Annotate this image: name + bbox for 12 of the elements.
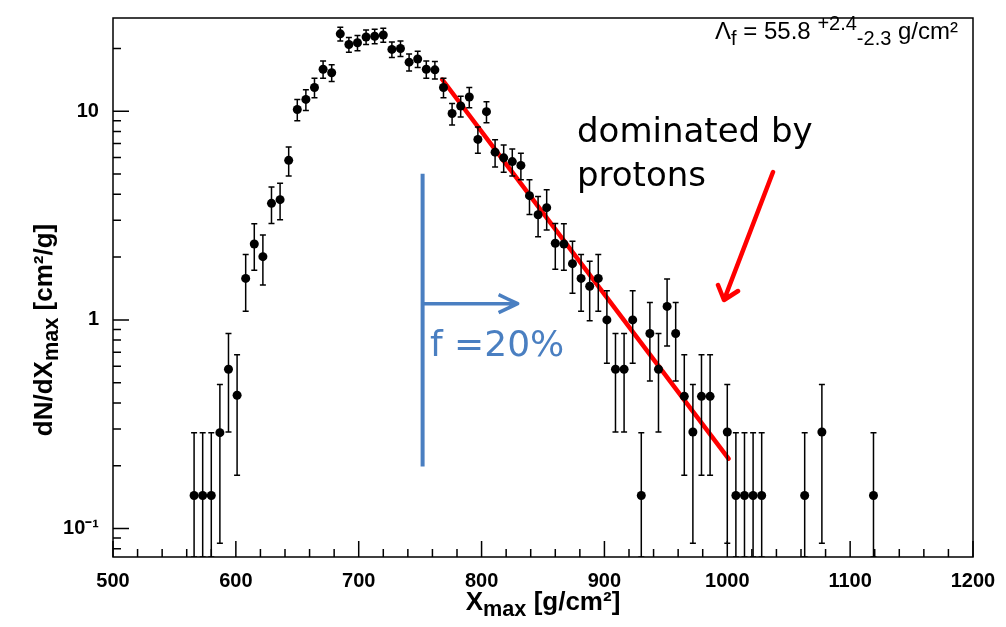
y-tick-label: 1 <box>87 307 99 330</box>
x-tick-label: 600 <box>219 568 253 591</box>
y-tick-label: 10 <box>76 98 99 121</box>
x-tick-label: 1200 <box>950 568 996 591</box>
y-tick-label: 10⁻¹ <box>63 516 100 538</box>
x-tick-label: 1000 <box>705 568 750 591</box>
annotation: f =20% <box>430 323 565 364</box>
annotation: dominated by protons <box>577 109 814 197</box>
x-tick-label: 500 <box>96 568 130 591</box>
x-tick-label: 700 <box>342 568 376 591</box>
x-tick-label: 1100 <box>828 568 872 591</box>
annotation: Λ$_{f}$ = 55.8 $^{+2.4}$$_{-2.3}$ g/cm² <box>715 12 958 50</box>
